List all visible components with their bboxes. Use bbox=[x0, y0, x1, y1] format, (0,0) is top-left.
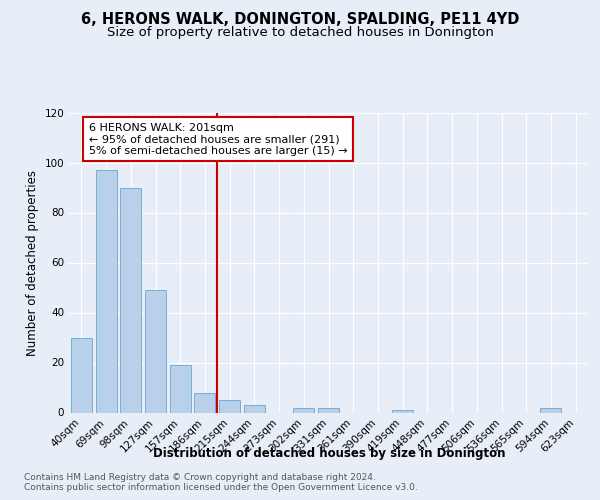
Text: Contains public sector information licensed under the Open Government Licence v3: Contains public sector information licen… bbox=[24, 484, 418, 492]
Text: Distribution of detached houses by size in Donington: Distribution of detached houses by size … bbox=[152, 448, 505, 460]
Y-axis label: Number of detached properties: Number of detached properties bbox=[26, 170, 39, 356]
Text: Size of property relative to detached houses in Donington: Size of property relative to detached ho… bbox=[107, 26, 493, 39]
Bar bbox=[95, 170, 116, 412]
Bar bbox=[71, 338, 92, 412]
Bar bbox=[541, 408, 562, 412]
Bar bbox=[120, 188, 141, 412]
Text: 6, HERONS WALK, DONINGTON, SPALDING, PE11 4YD: 6, HERONS WALK, DONINGTON, SPALDING, PE1… bbox=[81, 12, 519, 28]
Bar bbox=[293, 408, 314, 412]
Bar bbox=[392, 410, 413, 412]
Text: Contains HM Land Registry data © Crown copyright and database right 2024.: Contains HM Land Registry data © Crown c… bbox=[24, 472, 376, 482]
Bar bbox=[244, 405, 265, 412]
Bar bbox=[194, 392, 215, 412]
Bar bbox=[145, 290, 166, 412]
Text: 6 HERONS WALK: 201sqm
← 95% of detached houses are smaller (291)
5% of semi-deta: 6 HERONS WALK: 201sqm ← 95% of detached … bbox=[89, 122, 347, 156]
Bar bbox=[318, 408, 339, 412]
Bar bbox=[219, 400, 240, 412]
Bar bbox=[170, 365, 191, 412]
